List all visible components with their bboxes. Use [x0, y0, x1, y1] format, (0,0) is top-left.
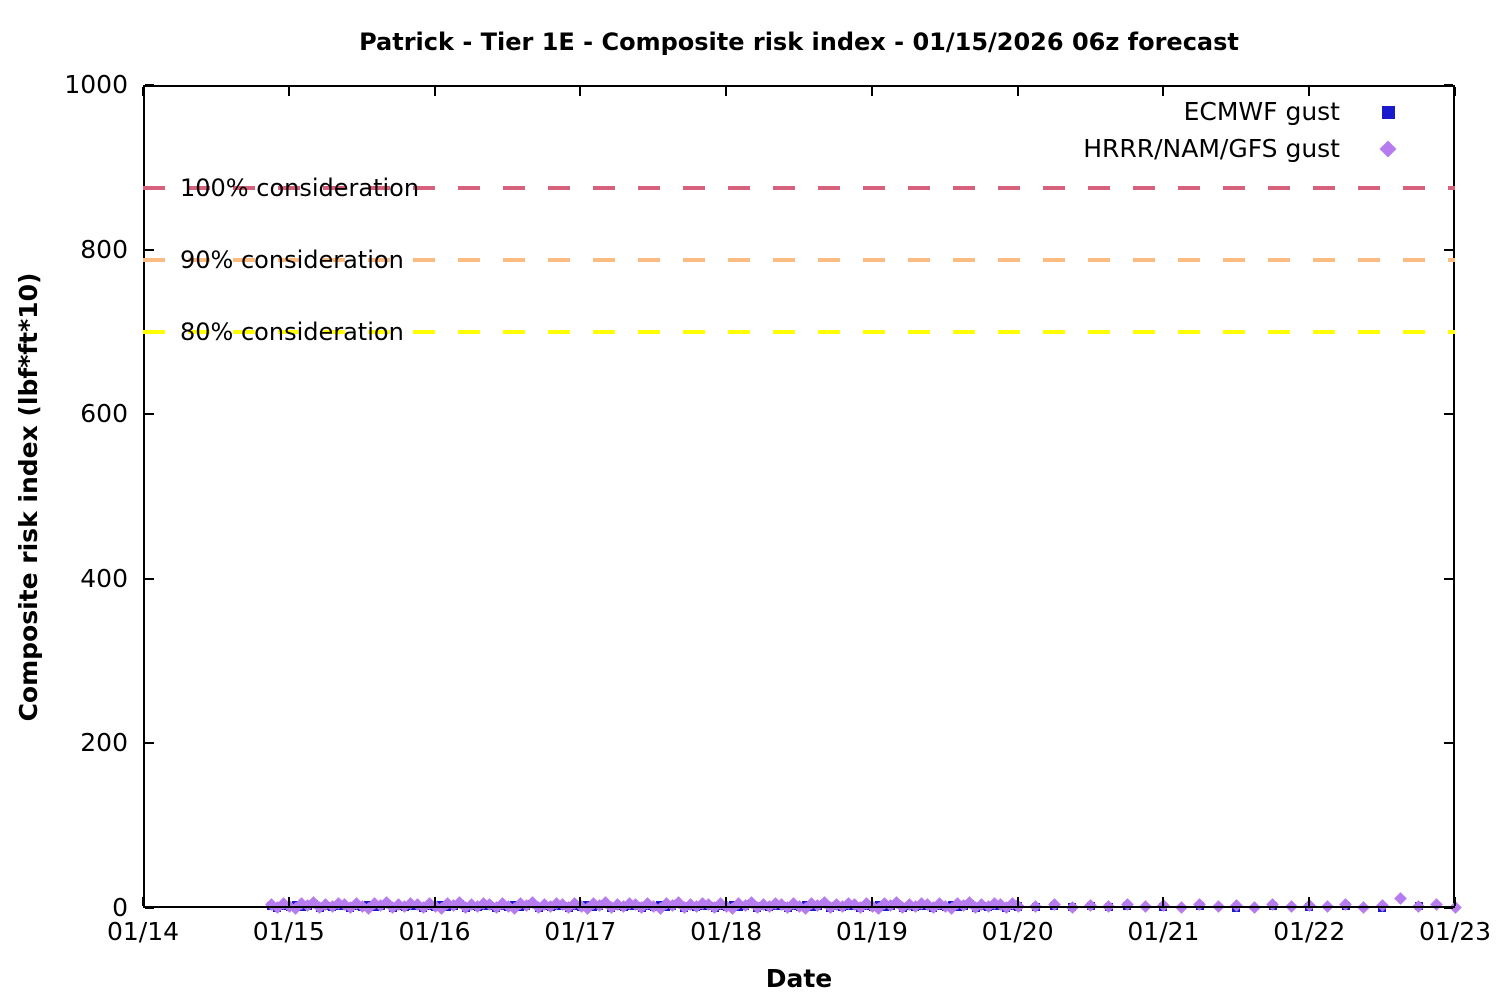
x-tick-top — [433, 87, 436, 96]
y-tick — [145, 742, 154, 745]
x-tick-top — [579, 87, 582, 96]
x-tick-label: 01/17 — [544, 917, 617, 946]
x-tick-label: 01/19 — [835, 917, 908, 946]
x-tick-label: 01/22 — [1273, 917, 1346, 946]
x-tick-top — [1162, 87, 1165, 96]
x-tick-label: 01/16 — [398, 917, 471, 946]
y-tick-right — [1444, 413, 1453, 416]
x-tick — [1016, 897, 1019, 906]
legend-label-ecmwf: ECMWF gust — [1183, 97, 1340, 126]
threshold-label: 100% consideration — [180, 173, 420, 202]
y-tick-right — [1444, 84, 1453, 86]
x-tick-top — [1454, 87, 1456, 96]
x-tick-top — [1308, 87, 1311, 96]
y-tick-label: 800 — [80, 234, 128, 264]
x-axis-label: Date — [765, 964, 833, 993]
threshold-line — [143, 257, 1455, 262]
plot-area — [143, 85, 1455, 908]
threshold-line — [143, 185, 1455, 190]
x-tick-top — [287, 87, 290, 96]
x-axis-line — [143, 906, 1455, 908]
legend-label-hrrr-nam-gfs: HRRR/NAM/GFS gust — [1083, 134, 1340, 163]
y-tick — [145, 248, 154, 251]
x-tick-label: 01/21 — [1127, 917, 1200, 946]
x-tick-label: 01/23 — [1418, 917, 1492, 946]
x-tick — [1162, 897, 1165, 906]
y-tick-label: 400 — [80, 563, 128, 593]
y-tick-label: 200 — [80, 728, 128, 758]
x-tick-label: 01/15 — [252, 917, 325, 946]
x-tick-label: 01/18 — [690, 917, 763, 946]
x-tick — [142, 897, 144, 906]
y-tick-label: 0 — [112, 893, 128, 922]
x-tick-top — [870, 87, 873, 96]
x-tick-top — [142, 87, 144, 96]
y-tick-right — [1444, 907, 1453, 909]
x-tick — [433, 897, 436, 906]
x-tick — [870, 897, 873, 906]
y-tick-right — [1444, 742, 1453, 745]
legend-square-marker-icon — [1382, 106, 1395, 119]
threshold-label: 80% consideration — [180, 317, 404, 346]
y-tick-label: 1000 — [64, 70, 128, 99]
x-tick-top — [1016, 87, 1019, 96]
chart-title: Patrick - Tier 1E - Composite risk index… — [359, 28, 1239, 56]
y-tick — [145, 413, 154, 416]
y-tick — [145, 84, 154, 86]
x-tick — [287, 897, 290, 906]
x-tick-top — [725, 87, 728, 96]
x-tick-label: 01/14 — [106, 917, 180, 946]
y-tick-right — [1444, 248, 1453, 251]
y-tick — [145, 907, 154, 909]
x-tick — [1308, 897, 1311, 906]
x-tick — [579, 897, 582, 906]
x-tick — [1454, 897, 1456, 906]
y-tick-right — [1444, 577, 1453, 580]
threshold-line — [143, 329, 1455, 334]
y-tick — [145, 577, 154, 580]
x-tick-label: 01/20 — [981, 917, 1054, 946]
x-tick — [725, 897, 728, 906]
threshold-label: 90% consideration — [180, 245, 404, 274]
y-tick-label: 600 — [80, 399, 128, 429]
